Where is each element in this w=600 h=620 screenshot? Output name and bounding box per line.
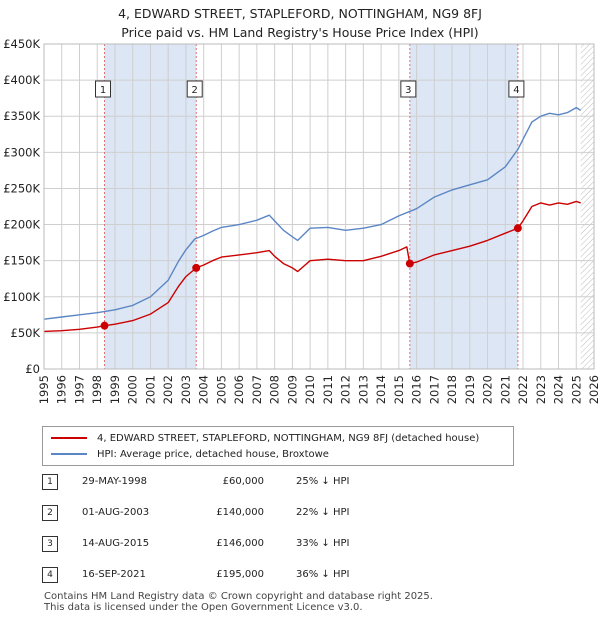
x-tick-label: 2011 bbox=[321, 375, 335, 404]
sale-price: £195,000 bbox=[216, 569, 264, 580]
legend-label-property: 4, EDWARD STREET, STAPLEFORD, NOTTINGHAM… bbox=[97, 432, 480, 444]
chart-title: 4, EDWARD STREET, STAPLEFORD, NOTTINGHAM… bbox=[118, 6, 482, 21]
legend-item-hpi: HPI: Average price, detached house, Brox… bbox=[51, 447, 329, 461]
shaded-period bbox=[409, 44, 518, 369]
sale-row: 1 29-MAY-1998 £60,000 25% ↓ HPI bbox=[42, 474, 382, 490]
sale-price: £146,000 bbox=[216, 538, 264, 549]
x-tick-label: 2006 bbox=[232, 375, 246, 404]
sale-price: £60,000 bbox=[222, 476, 264, 487]
x-tick-label: 2018 bbox=[445, 375, 459, 404]
x-tick-label: 2021 bbox=[498, 375, 512, 404]
sale-point bbox=[192, 263, 201, 272]
x-tick-label: 2024 bbox=[552, 375, 566, 404]
sale-date: 14-AUG-2015 bbox=[82, 538, 150, 549]
x-tick-label: 2022 bbox=[516, 375, 530, 404]
sale-row: 4 16-SEP-2021 £195,000 36% ↓ HPI bbox=[42, 567, 382, 583]
y-tick-label: £200K bbox=[3, 218, 40, 232]
x-tick-label: 1995 bbox=[37, 375, 51, 404]
hpi-line bbox=[43, 106, 582, 320]
y-tick-label: £450K bbox=[3, 37, 40, 51]
x-tick-label: 2020 bbox=[481, 375, 495, 404]
sale-date: 01-AUG-2003 bbox=[82, 507, 150, 518]
sale-badge-label: 1 bbox=[100, 85, 106, 96]
y-tick-label: £300K bbox=[3, 145, 40, 159]
x-tick-label: 2005 bbox=[214, 375, 228, 404]
x-tick-label: 2012 bbox=[339, 375, 353, 404]
sale-badge-box bbox=[95, 80, 111, 98]
footer-copyright: Contains HM Land Registry data © Crown c… bbox=[44, 591, 433, 602]
sale-point bbox=[513, 224, 522, 233]
sale-price: £140,000 bbox=[216, 507, 264, 518]
x-tick-label: 2014 bbox=[374, 375, 388, 404]
y-tick-label: £50K bbox=[11, 326, 41, 340]
chart-legend: 4, EDWARD STREET, STAPLEFORD, NOTTINGHAM… bbox=[42, 426, 514, 466]
y-tick-label: £400K bbox=[3, 73, 40, 87]
x-tick-label: 2003 bbox=[179, 375, 193, 404]
x-tick-label: 1997 bbox=[72, 375, 86, 404]
sale-date: 29-MAY-1998 bbox=[82, 476, 148, 487]
plot-border bbox=[43, 43, 595, 370]
y-tick-label: £150K bbox=[3, 254, 40, 268]
x-tick-label: 2026 bbox=[587, 375, 600, 404]
legend-swatch-property bbox=[51, 437, 87, 439]
sale-badge-label: 4 bbox=[513, 85, 519, 96]
sale-badge-label: 3 bbox=[405, 85, 411, 96]
x-tick-label: 2008 bbox=[268, 375, 282, 404]
sale-number-badge: 3 bbox=[42, 536, 58, 552]
sale-hpi-diff: 33% ↓ HPI bbox=[296, 538, 350, 549]
sale-point bbox=[100, 321, 109, 330]
attribution-footer: Contains HM Land Registry data © Crown c… bbox=[44, 591, 433, 613]
sale-badge-box bbox=[400, 80, 417, 98]
x-tick-label: 1996 bbox=[55, 375, 69, 404]
legend-swatch-hpi bbox=[51, 453, 87, 455]
x-tick-label: 2009 bbox=[285, 375, 299, 404]
x-tick-label: 2000 bbox=[126, 375, 140, 404]
sale-number-badge: 4 bbox=[42, 567, 58, 583]
legend-item-property: 4, EDWARD STREET, STAPLEFORD, NOTTINGHAM… bbox=[51, 431, 479, 445]
x-tick-label: 2004 bbox=[197, 375, 211, 404]
sale-date: 16-SEP-2021 bbox=[82, 569, 146, 580]
forecast-hatch bbox=[580, 44, 594, 369]
x-tick-label: 2001 bbox=[143, 375, 157, 404]
x-tick-label: 2002 bbox=[161, 375, 175, 404]
sale-row: 3 14-AUG-2015 £146,000 33% ↓ HPI bbox=[42, 536, 382, 552]
y-tick-label: £100K bbox=[3, 290, 40, 304]
price-chart: 1 2 3 4 £0 £50K £100K £150K £200K £250K £300K £350… bbox=[3, 37, 600, 404]
sale-number-badge: 1 bbox=[42, 474, 58, 490]
property-price-line bbox=[43, 200, 581, 333]
sale-hpi-diff: 22% ↓ HPI bbox=[296, 507, 350, 518]
x-tick-label: 2016 bbox=[410, 375, 424, 404]
x-tick-label: 2019 bbox=[463, 375, 477, 404]
legend-label-hpi: HPI: Average price, detached house, Brox… bbox=[97, 448, 329, 460]
y-tick-label: £250K bbox=[3, 181, 40, 195]
x-tick-label: 1999 bbox=[108, 375, 122, 404]
sale-row: 2 01-AUG-2003 £140,000 22% ↓ HPI bbox=[42, 505, 382, 521]
sale-number-badge: 2 bbox=[42, 505, 58, 521]
footer-licence: This data is licensed under the Open Gov… bbox=[44, 602, 363, 613]
x-tick-label: 2015 bbox=[392, 375, 406, 404]
x-tick-label: 2023 bbox=[534, 375, 548, 404]
x-tick-label: 2025 bbox=[569, 375, 583, 404]
sale-hpi-diff: 25% ↓ HPI bbox=[296, 476, 350, 487]
x-tick-label: 2013 bbox=[356, 375, 370, 404]
x-tick-label: 1998 bbox=[90, 375, 104, 404]
x-tick-label: 2017 bbox=[427, 375, 441, 404]
x-tick-label: 2010 bbox=[303, 375, 317, 404]
sale-point bbox=[405, 259, 414, 268]
y-tick-label: £350K bbox=[3, 109, 40, 123]
chart-subtitle: Price paid vs. HM Land Registry's House … bbox=[121, 25, 479, 40]
x-tick-label: 2007 bbox=[250, 375, 264, 404]
sale-badge-label: 2 bbox=[192, 85, 198, 96]
sale-badge-box bbox=[186, 80, 203, 98]
sale-hpi-diff: 36% ↓ HPI bbox=[296, 569, 350, 580]
y-tick-label: £0 bbox=[25, 362, 40, 376]
sale-badge-box bbox=[508, 80, 525, 98]
